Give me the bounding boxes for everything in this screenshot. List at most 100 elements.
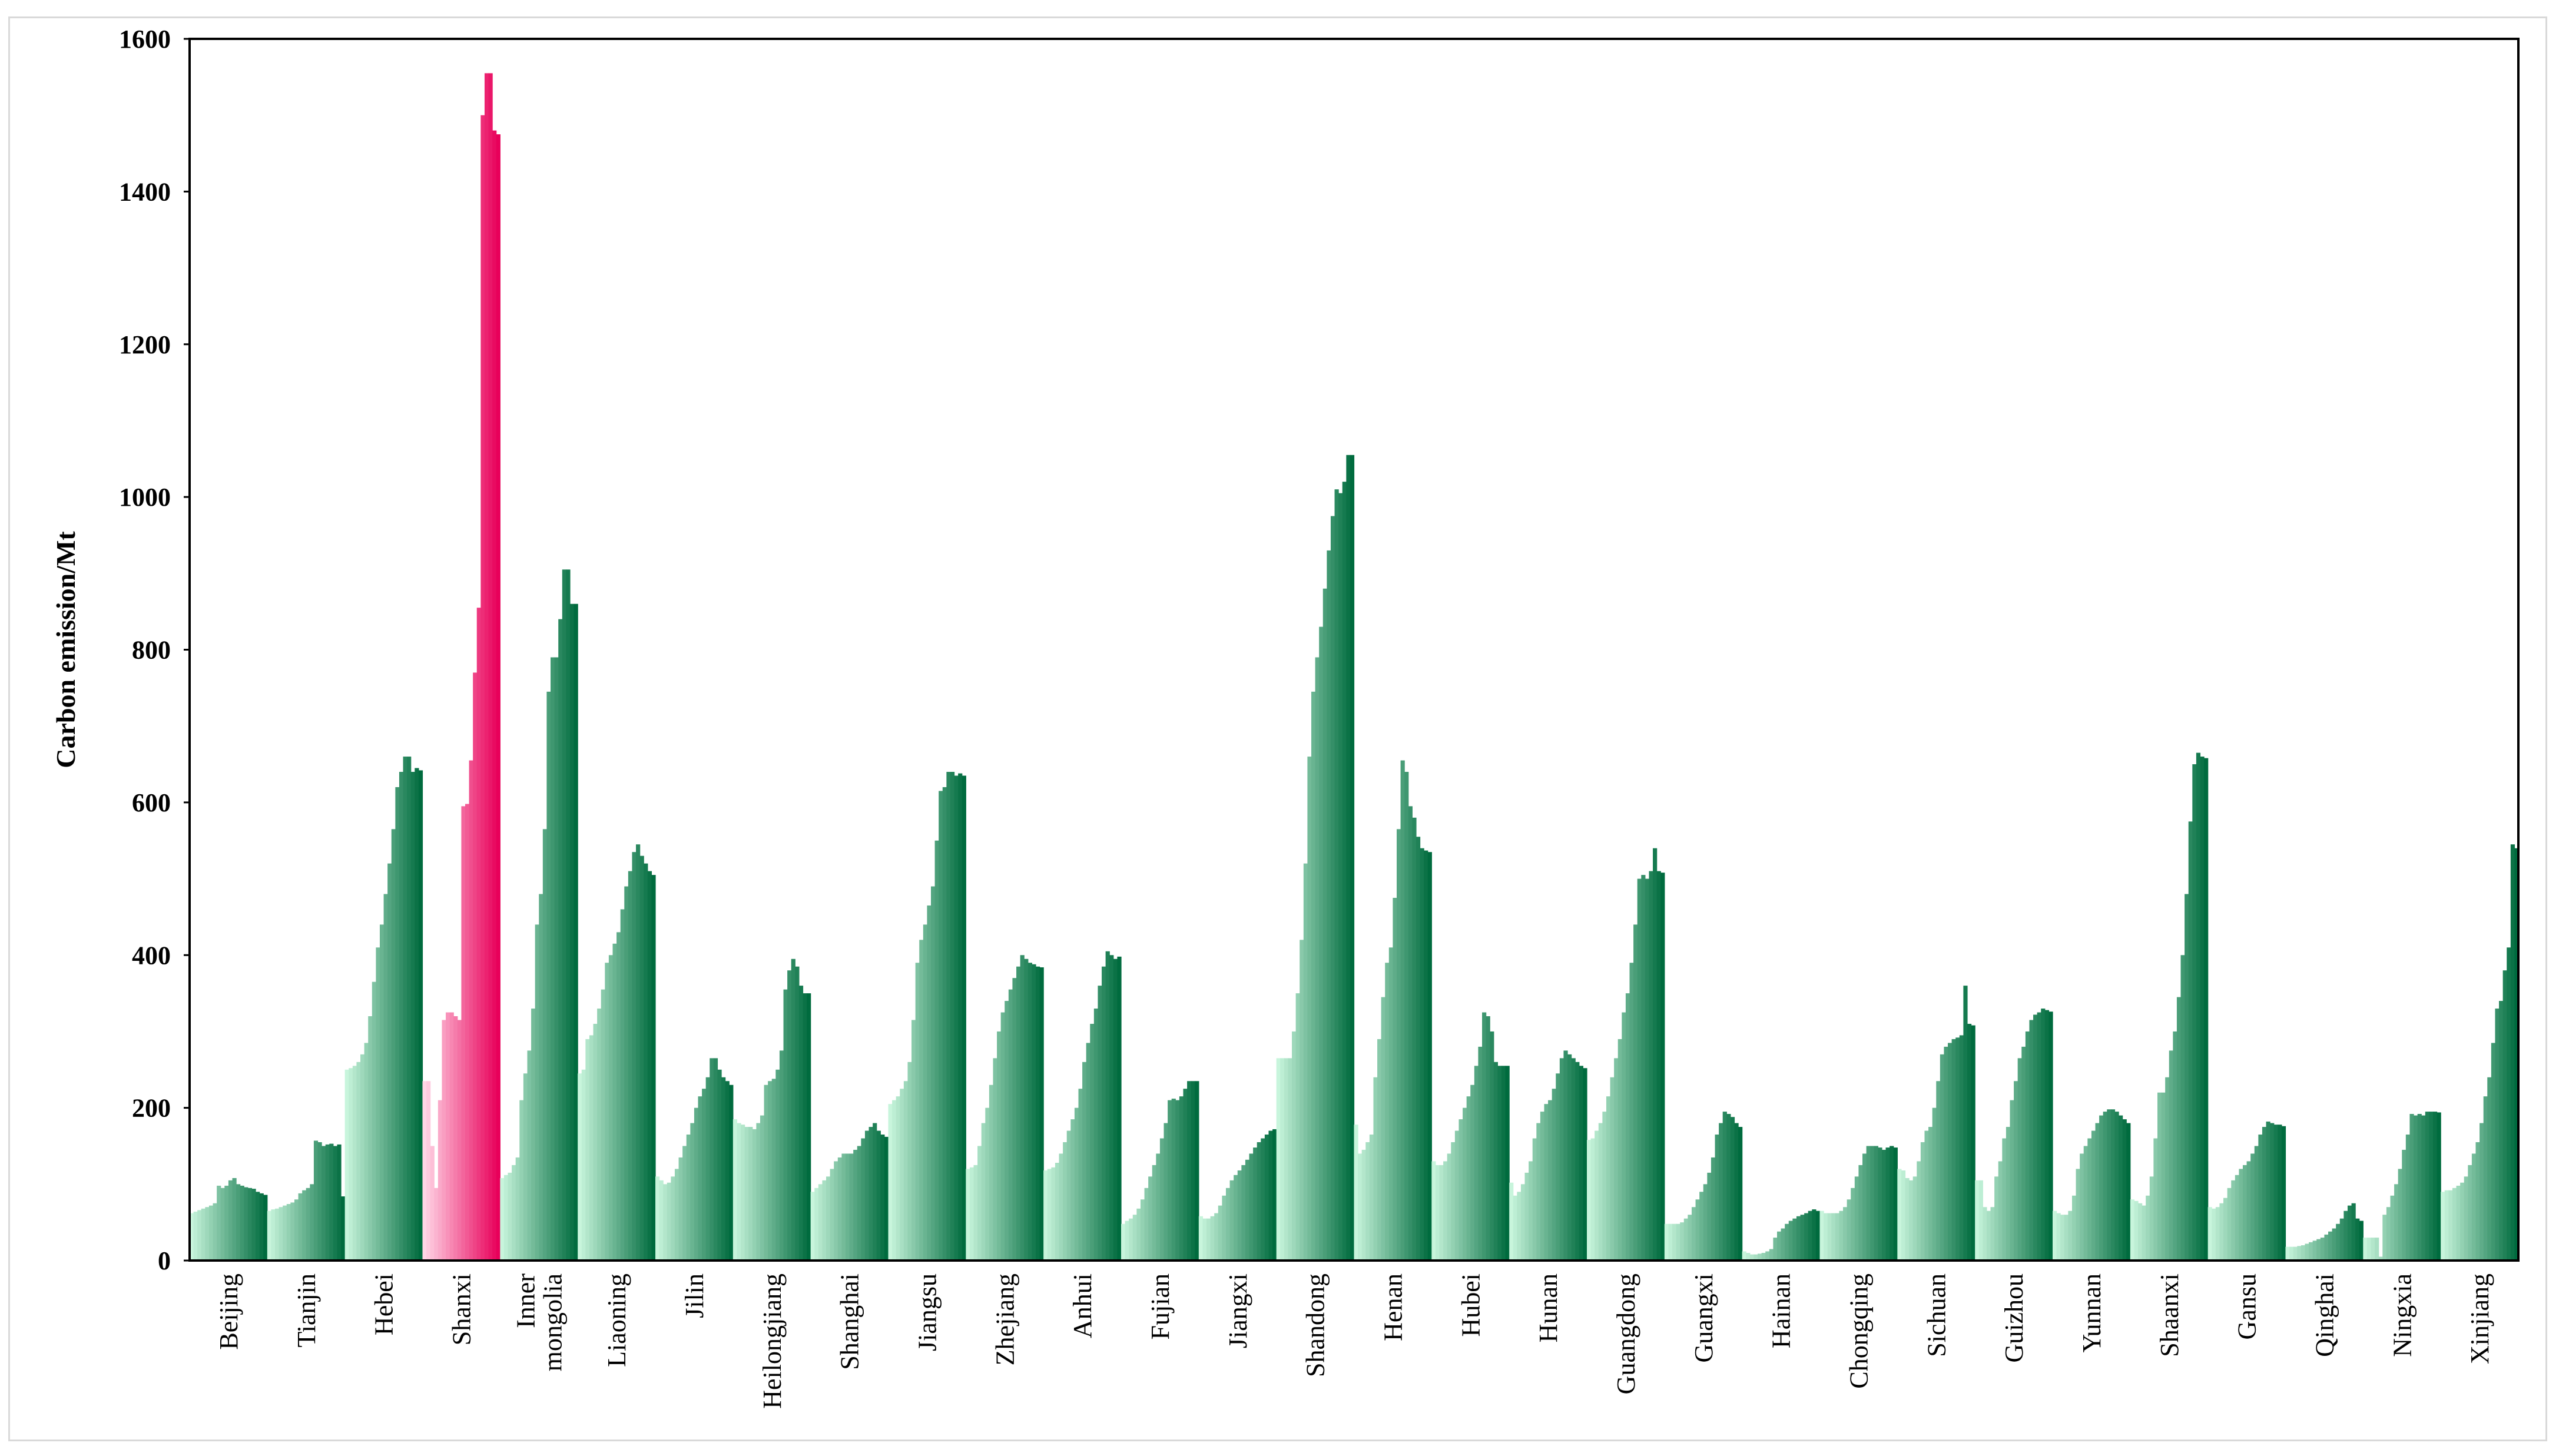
bar-heilongjiang-18 bbox=[798, 986, 804, 1261]
bar-shanghai-8 bbox=[837, 1157, 842, 1261]
bar-shanghai-4 bbox=[822, 1180, 827, 1261]
bar-heilongjiang-20 bbox=[807, 993, 811, 1261]
bar-beijing-4 bbox=[201, 1208, 205, 1261]
bar-henan-3 bbox=[1361, 1149, 1366, 1261]
bar-inner-mongolia-10 bbox=[535, 924, 539, 1261]
bar-yunnan-12 bbox=[2095, 1123, 2100, 1261]
bar-jilin-10 bbox=[690, 1123, 695, 1261]
bar-liaoning-10 bbox=[612, 943, 617, 1261]
bar-xinjiang-11 bbox=[2480, 1123, 2484, 1261]
bar-henan-11 bbox=[1393, 897, 1397, 1261]
bar-shandong-12 bbox=[1319, 626, 1324, 1261]
bar-beijing-1 bbox=[190, 1213, 194, 1261]
bar-fujian-12 bbox=[1164, 1123, 1168, 1261]
bar-ningxia-5 bbox=[2378, 1256, 2383, 1261]
bar-ningxia-17 bbox=[2425, 1112, 2429, 1261]
bar-fujian-11 bbox=[1159, 1138, 1165, 1261]
bar-beijing-2 bbox=[193, 1212, 198, 1261]
bar-inner-mongolia-1 bbox=[500, 1178, 505, 1261]
bar-shaanxi-16 bbox=[2188, 821, 2193, 1261]
bar-xinjiang-7 bbox=[2464, 1176, 2468, 1261]
bar-henan-5 bbox=[1369, 1135, 1374, 1261]
bar-shanghai-1 bbox=[810, 1192, 815, 1261]
bar-jiangsu-12 bbox=[931, 886, 936, 1261]
bar-guangdong-17 bbox=[1649, 871, 1653, 1261]
bar-hubei-13 bbox=[1478, 1046, 1483, 1261]
bar-anhui-7 bbox=[1066, 1130, 1071, 1261]
bar-inner-mongolia-16 bbox=[558, 619, 563, 1261]
y-tick-label: 200 bbox=[132, 1094, 171, 1123]
bar-inner-mongolia-19 bbox=[569, 603, 575, 1261]
x-label-guangdong: Guangdong bbox=[1612, 1273, 1640, 1394]
bar-gansu-7 bbox=[2231, 1180, 2236, 1261]
bar-shaanxi-8 bbox=[2157, 1092, 2162, 1261]
bar-hainan-19 bbox=[1812, 1209, 1817, 1261]
x-label-hainan: Hainan bbox=[1767, 1273, 1796, 1348]
bar-hubei-2 bbox=[1435, 1165, 1440, 1261]
bar-guizhou-19 bbox=[2044, 1010, 2050, 1261]
x-label-jiangxi: Jiangxi bbox=[1224, 1273, 1252, 1348]
bar-shaanxi-20 bbox=[2204, 758, 2209, 1261]
bar-beijing-14 bbox=[240, 1185, 244, 1261]
bar-xinjiang-16 bbox=[2499, 1001, 2504, 1261]
bar-fujian-10 bbox=[1156, 1153, 1161, 1261]
bar-qinghai-16 bbox=[2343, 1210, 2348, 1261]
bar-gansu-12 bbox=[2250, 1153, 2255, 1261]
bar-shanxi-5 bbox=[437, 1100, 443, 1261]
bar-chongqing-9 bbox=[1851, 1188, 1855, 1261]
bar-yunnan-16 bbox=[2110, 1109, 2116, 1261]
bar-gansu-2 bbox=[2212, 1208, 2216, 1261]
bar-shanxi-13 bbox=[469, 760, 473, 1261]
bar-jiangxi-17 bbox=[1261, 1138, 1265, 1261]
bar-inner-mongolia-17 bbox=[562, 569, 566, 1261]
bar-anhui-12 bbox=[1086, 1043, 1090, 1261]
bar-guizhou-16 bbox=[2033, 1014, 2038, 1261]
bar-shaanxi-2 bbox=[2134, 1200, 2139, 1261]
bar-jilin-16 bbox=[713, 1058, 718, 1261]
bar-yunnan-19 bbox=[2122, 1119, 2127, 1261]
bar-hunan-11 bbox=[1548, 1100, 1553, 1261]
bar-yunnan-7 bbox=[2076, 1169, 2080, 1261]
bar-hunan-19 bbox=[1579, 1066, 1584, 1261]
bar-hainan-8 bbox=[1769, 1249, 1774, 1261]
bar-anhui-19 bbox=[1113, 958, 1118, 1261]
bar-hainan-12 bbox=[1785, 1223, 1789, 1261]
bar-shaanxi-6 bbox=[2149, 1176, 2154, 1261]
bar-tianjin-10 bbox=[302, 1190, 307, 1261]
bar-henan-13 bbox=[1400, 760, 1405, 1261]
bar-beijing-8 bbox=[217, 1185, 221, 1261]
bar-ningxia-15 bbox=[2417, 1114, 2422, 1261]
x-label-jilin: Jilin bbox=[680, 1273, 709, 1318]
bar-shandong-15 bbox=[1330, 516, 1335, 1261]
bar-jiangxi-12 bbox=[1241, 1165, 1246, 1261]
bar-jiangxi-9 bbox=[1229, 1180, 1234, 1261]
bar-fujian-2 bbox=[1125, 1220, 1129, 1261]
bar-zhejiang-9 bbox=[997, 1031, 1002, 1261]
bar-liaoning-17 bbox=[639, 855, 644, 1261]
bar-sichuan-12 bbox=[1940, 1054, 1945, 1261]
bar-hebei-14 bbox=[395, 787, 400, 1261]
bar-yunnan-15 bbox=[2107, 1109, 2111, 1261]
bar-tianjin-15 bbox=[321, 1146, 326, 1261]
bar-chongqing-16 bbox=[1878, 1147, 1882, 1261]
bar-gansu-20 bbox=[2281, 1126, 2286, 1261]
bar-liaoning-11 bbox=[616, 932, 621, 1261]
bar-liaoning-13 bbox=[624, 886, 629, 1261]
bar-hubei-8 bbox=[1459, 1119, 1463, 1261]
bar-jiangsu-14 bbox=[939, 791, 943, 1261]
bar-jiangxi-15 bbox=[1253, 1147, 1258, 1261]
bar-sichuan-8 bbox=[1924, 1130, 1929, 1261]
bar-guangxi-9 bbox=[1695, 1199, 1700, 1261]
bar-hebei-7 bbox=[368, 1016, 373, 1261]
bar-shanxi-18 bbox=[488, 73, 493, 1261]
x-label-shanghai: Shanghai bbox=[836, 1273, 864, 1370]
bar-ningxia-1 bbox=[2363, 1238, 2368, 1261]
bar-jiangxi-7 bbox=[1222, 1195, 1227, 1261]
bar-gansu-5 bbox=[2223, 1198, 2228, 1261]
bar-hainan-9 bbox=[1773, 1238, 1778, 1261]
bar-yunnan-5 bbox=[2068, 1210, 2073, 1261]
bar-shanxi-11 bbox=[461, 806, 466, 1261]
bar-guangdong-19 bbox=[1656, 871, 1661, 1261]
bar-gansu-11 bbox=[2246, 1161, 2251, 1261]
bar-fujian-16 bbox=[1179, 1096, 1184, 1261]
